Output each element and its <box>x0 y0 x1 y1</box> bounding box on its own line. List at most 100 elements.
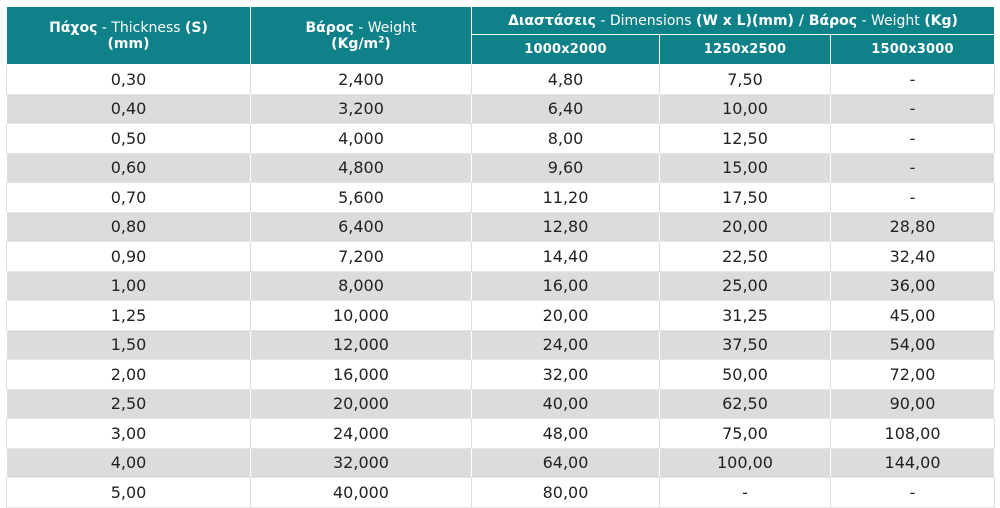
size-1500x3000-cell: 90,00 <box>829 389 996 419</box>
size-1250x2500-cell: 62,50 <box>659 389 831 419</box>
header-weight-english: - Weight <box>353 19 417 36</box>
table-row: 0,80 6,400 12,80 20,00 28,80 <box>6 212 996 242</box>
size-1250x2500-cell: 20,00 <box>659 212 831 242</box>
table-row: 1,00 8,000 16,00 25,00 36,00 <box>6 271 996 301</box>
size-1500x3000-cell: 72,00 <box>829 359 996 390</box>
header-dimensions-kg: (Kg) <box>924 12 958 29</box>
header-thickness-symbol: (S) <box>185 19 208 36</box>
size-1000x2000-cell: 8,00 <box>471 123 660 154</box>
size-1250x2500-cell: 22,50 <box>659 241 831 272</box>
size-1500x3000-cell: - <box>829 64 996 95</box>
size-1000x2000-cell: 24,00 <box>471 330 660 360</box>
thickness-cell: 0,70 <box>6 182 251 213</box>
size-1250x2500-cell: 7,50 <box>659 64 831 95</box>
weight-cell: 24,000 <box>250 418 472 449</box>
size-1000x2000-cell: 80,00 <box>471 477 660 508</box>
size-1250x2500-cell: 50,00 <box>659 359 831 390</box>
table-body: 0,30 2,400 4,80 7,50-0,40 3,200 6,40 10,00-0,5… <box>6 64 996 508</box>
size-1000x2000-cell: 16,00 <box>471 271 660 301</box>
table-row: 0,30 2,400 4,80 7,50- <box>6 64 996 95</box>
thickness-cell: 2,00 <box>6 359 251 390</box>
size-1000x2000-cell: 9,60 <box>471 153 660 183</box>
weight-cell: 16,000 <box>250 359 472 390</box>
table-row: 0,50 4,000 8,00 12,50- <box>6 123 996 154</box>
thickness-cell: 0,40 <box>6 94 251 124</box>
thickness-cell: 0,30 <box>6 64 251 95</box>
header-dimensions-greek: Διαστάσεις <box>508 12 596 29</box>
weight-cell: 12,000 <box>250 330 472 360</box>
table-row: 0,40 3,200 6,40 10,00- <box>6 94 996 124</box>
header-dimensions-wl: (W x L)(mm) / Βάρος <box>696 12 858 29</box>
thickness-cell: 1,50 <box>6 330 251 360</box>
size-1000x2000-cell: 32,00 <box>471 359 660 390</box>
thickness-cell: 2,50 <box>6 389 251 419</box>
size-1000x2000-cell: 12,80 <box>471 212 660 242</box>
weight-cell: 4,800 <box>250 153 472 183</box>
table-subheader-row: 1000x2000 1250x2500 1500x3000 <box>7 34 996 65</box>
weight-cell: 10,000 <box>250 300 472 331</box>
size-1500x3000-cell: - <box>829 182 996 213</box>
size-1500x3000-cell: 144,00 <box>829 448 996 478</box>
table-row: 4,00 32,000 64,00 100,00 144,00 <box>6 448 996 478</box>
size-1500x3000-cell: 108,00 <box>829 418 996 449</box>
table-row: 0,90 7,200 14,40 22,50 32,40 <box>6 241 996 272</box>
thickness-cell: 5,00 <box>6 477 251 508</box>
header-thickness-unit: (mm) <box>107 35 150 52</box>
table-row: 0,70 5,600 11,20 17,50- <box>6 182 996 213</box>
weight-cell: 4,000 <box>250 123 472 154</box>
size-1500x3000-cell: 45,00 <box>829 300 996 331</box>
thickness-cell: 1,25 <box>6 300 251 331</box>
table-row: 1,50 12,000 24,00 37,50 54,00 <box>6 330 996 360</box>
weight-cell: 40,000 <box>250 477 472 508</box>
weight-cell: 2,400 <box>250 64 472 95</box>
header-weight-greek: Βάρος <box>305 19 354 36</box>
table-header-row: Πάχος - Thickness (S) (mm) Βάρος - Weigh… <box>6 5 996 65</box>
thickness-weight-table: Πάχος - Thickness (S) (mm) Βάρος - Weigh… <box>6 5 996 508</box>
size-1500x3000-cell: - <box>829 123 996 154</box>
thickness-cell: 4,00 <box>6 448 251 478</box>
header-dimensions: Διαστάσεις - Dimensions (W x L)(mm) / Βά… <box>470 5 996 36</box>
header-size-1000x2000: 1000x2000 <box>471 34 660 65</box>
size-1250x2500-cell: 37,50 <box>659 330 831 360</box>
header-dimensions-weight-english: - Weight <box>857 12 925 29</box>
thickness-cell: 1,00 <box>6 271 251 301</box>
size-1500x3000-cell: 36,00 <box>829 271 996 301</box>
header-weight: Βάρος - Weight (Kg/m2) <box>250 6 472 65</box>
size-1500x3000-cell: 28,80 <box>829 212 996 242</box>
table-row: 2,00 16,000 32,00 50,00 72,00 <box>6 359 996 390</box>
size-1000x2000-cell: 20,00 <box>471 300 660 331</box>
size-1250x2500-cell: 10,00 <box>659 94 831 124</box>
size-1250x2500-cell: 15,00 <box>659 153 831 183</box>
size-1250x2500-cell: 100,00 <box>659 448 831 478</box>
table-row: 3,00 24,000 48,00 75,00 108,00 <box>6 418 996 449</box>
size-1250x2500-cell: 17,50 <box>659 182 831 213</box>
size-1500x3000-cell: - <box>829 94 996 124</box>
size-1500x3000-cell: 54,00 <box>829 330 996 360</box>
header-thickness: Πάχος - Thickness (S) (mm) <box>6 6 251 65</box>
header-dimensions-english: - Dimensions <box>595 12 697 29</box>
size-1000x2000-cell: 11,20 <box>471 182 660 213</box>
size-1250x2500-cell: - <box>659 477 831 508</box>
weight-cell: 6,400 <box>250 212 472 242</box>
table-row: 2,50 20,000 40,00 62,50 90,00 <box>6 389 996 419</box>
size-1500x3000-cell: - <box>829 153 996 183</box>
header-weight-unit: (Kg/m2) <box>331 34 391 52</box>
size-1000x2000-cell: 6,40 <box>471 94 660 124</box>
thickness-cell: 0,60 <box>6 153 251 183</box>
header-thickness-english: - Thickness <box>97 19 185 36</box>
weight-cell: 8,000 <box>250 271 472 301</box>
thickness-cell: 0,80 <box>6 212 251 242</box>
size-1250x2500-cell: 12,50 <box>659 123 831 154</box>
thickness-cell: 3,00 <box>6 418 251 449</box>
weight-cell: 20,000 <box>250 389 472 419</box>
size-1250x2500-cell: 25,00 <box>659 271 831 301</box>
size-1000x2000-cell: 4,80 <box>471 64 660 95</box>
table-row: 1,25 10,000 20,00 31,25 45,00 <box>6 300 996 331</box>
weight-cell: 3,200 <box>250 94 472 124</box>
weight-cell: 5,600 <box>250 182 472 213</box>
header-thickness-greek: Πάχος <box>49 19 98 36</box>
thickness-cell: 0,90 <box>6 241 251 272</box>
size-1000x2000-cell: 48,00 <box>471 418 660 449</box>
header-size-1500x3000: 1500x3000 <box>829 34 996 65</box>
